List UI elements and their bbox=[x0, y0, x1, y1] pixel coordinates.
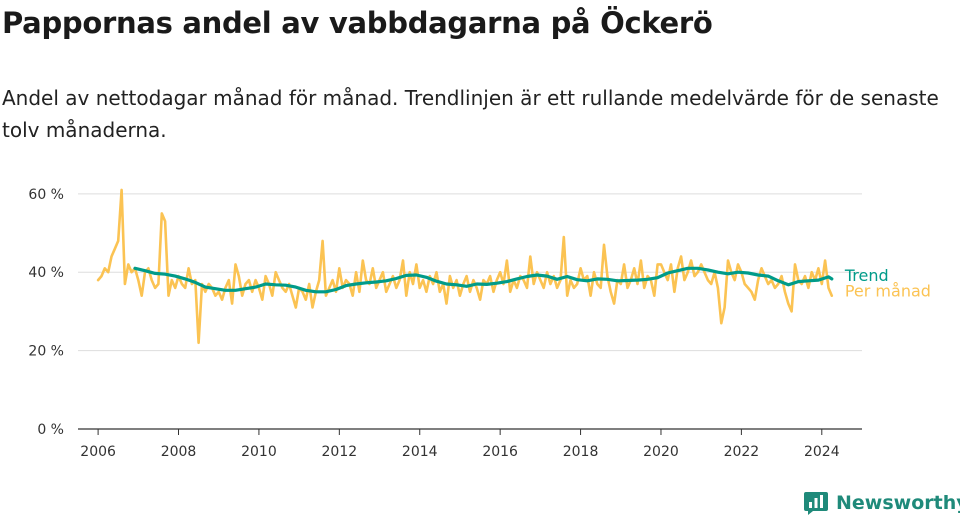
x-tick-label: 2024 bbox=[804, 444, 840, 460]
x-tick-label: 2016 bbox=[482, 444, 518, 460]
y-tick-label: 20 % bbox=[28, 344, 64, 360]
series-line-trend bbox=[133, 266, 834, 294]
y-tick-label: 60 % bbox=[28, 187, 64, 203]
x-tick-label: 2020 bbox=[643, 444, 679, 460]
newsworthy-logo: Newsworthy bbox=[803, 488, 960, 518]
x-tick-label: 2006 bbox=[80, 444, 116, 460]
y-tick-label: 0 % bbox=[37, 422, 64, 438]
logo-text: Newsworthy bbox=[836, 492, 960, 514]
x-tick-label: 2014 bbox=[402, 444, 438, 460]
series-lines bbox=[96, 188, 834, 345]
chart-title: Pappornas andel av vabbdagarna på Öckerö bbox=[2, 6, 713, 40]
series-label-trend: Trend bbox=[844, 266, 889, 285]
x-tick-label: 2010 bbox=[241, 444, 277, 460]
series-line-per-manad bbox=[96, 188, 834, 345]
y-tick-label: 40 % bbox=[28, 265, 64, 281]
x-axis-ticks: 2006 2008 2010 2012 2014 2016 2018 2020 2022 2024 bbox=[80, 429, 840, 460]
x-tick-label: 2012 bbox=[322, 444, 358, 460]
series-label-per-manad: Per månad bbox=[845, 282, 931, 301]
chart-subtitle: Andel av nettodagar månad för månad. Tre… bbox=[2, 86, 939, 142]
x-tick-label: 2018 bbox=[563, 444, 599, 460]
newsworthy-bar-chart-icon bbox=[804, 492, 828, 515]
x-tick-label: 2008 bbox=[161, 444, 197, 460]
x-tick-label: 2022 bbox=[724, 444, 760, 460]
y-axis-labels: 0 % 20 % 40 % 60 % bbox=[28, 187, 64, 438]
